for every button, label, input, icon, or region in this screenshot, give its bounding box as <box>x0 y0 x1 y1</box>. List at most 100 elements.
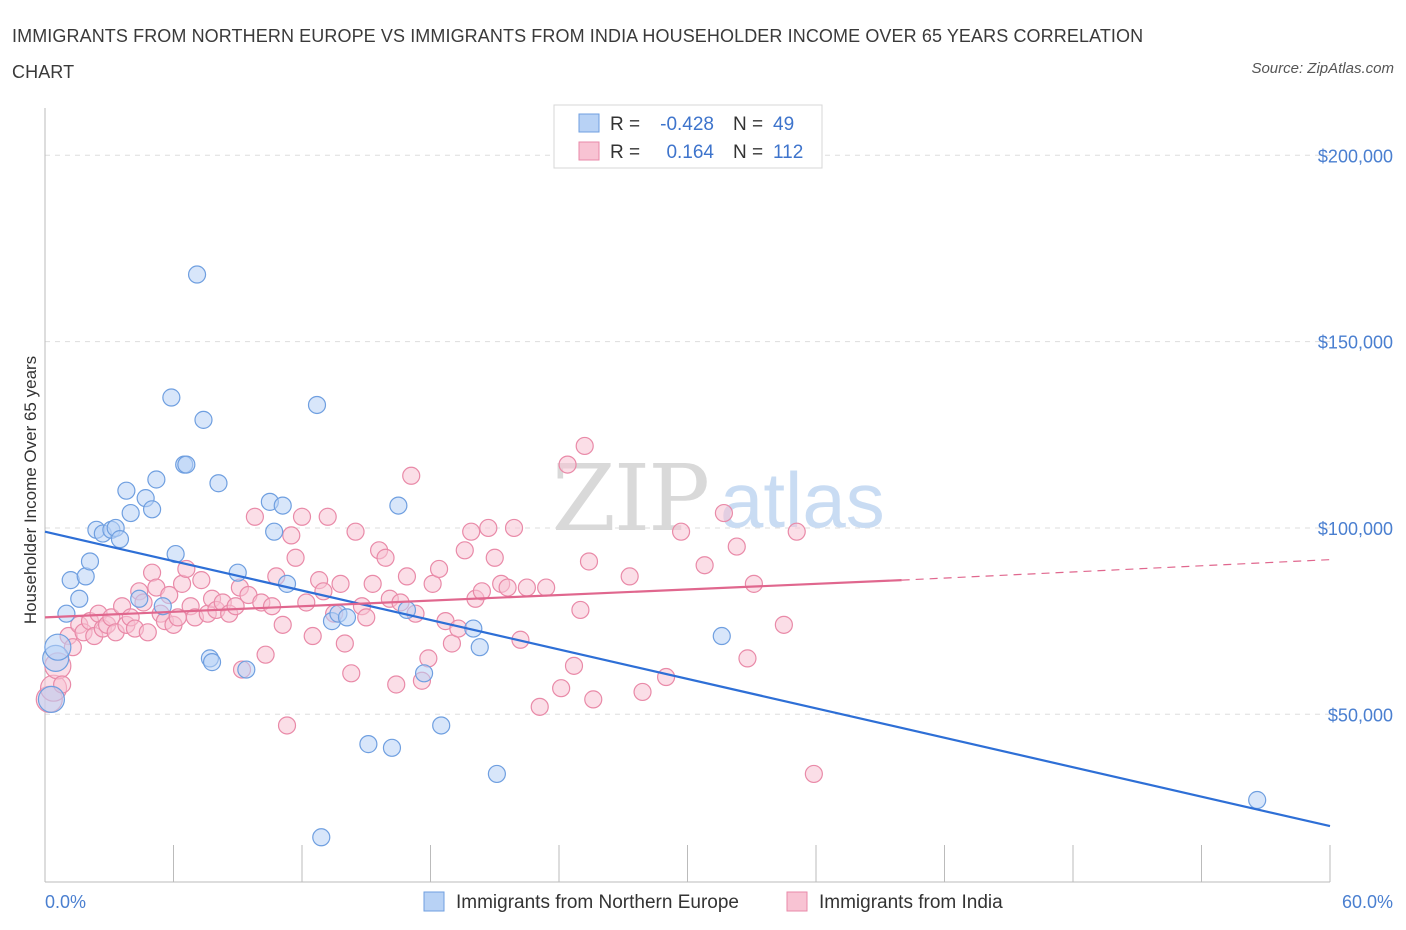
india-point-60 <box>335 634 354 653</box>
gridlines <box>45 154 1330 715</box>
series-northern-europe-points <box>37 265 1267 847</box>
northern-europe-point-27 <box>202 653 222 672</box>
india-point-71 <box>397 567 417 586</box>
y-tick-label-0: $50,000 <box>1328 705 1393 725</box>
northern-europe-point-44 <box>414 664 434 683</box>
bottom-legend: Immigrants from Northern Europe Immigran… <box>423 891 1003 913</box>
india-point-102 <box>633 682 652 702</box>
northern-europe-point-36 <box>312 828 331 847</box>
india-point-86 <box>485 548 504 567</box>
y-tick-label-1: $100,000 <box>1318 519 1393 539</box>
india-point-29 <box>172 574 192 593</box>
legend-n-label-1: N = <box>733 114 763 135</box>
india-point-92 <box>530 697 549 716</box>
india-point-82 <box>462 522 481 541</box>
india-point-104 <box>671 522 691 541</box>
india-point-43 <box>245 507 264 526</box>
northern-europe-point-24 <box>187 265 207 284</box>
northern-europe-point-50 <box>1248 790 1267 810</box>
india-point-106 <box>714 503 734 523</box>
india-point-111 <box>787 522 806 541</box>
india-point-72 <box>402 466 421 485</box>
northern-europe-point-40 <box>359 735 378 754</box>
northern-europe-point-19 <box>153 597 172 616</box>
india-point-88 <box>498 578 517 597</box>
india-point-62 <box>346 522 365 541</box>
india-point-39 <box>226 597 245 616</box>
india-point-112 <box>804 764 823 784</box>
india-point-96 <box>564 656 584 675</box>
northern-europe-point-49 <box>712 626 731 646</box>
india-point-101 <box>620 567 639 586</box>
india-point-100 <box>584 690 603 709</box>
northern-europe-point-14 <box>121 503 140 523</box>
northern-europe-point-6 <box>76 567 95 586</box>
northern-europe-point-7 <box>80 552 100 571</box>
northern-europe-point-33 <box>273 496 292 515</box>
india-point-109 <box>744 574 763 593</box>
y-tick-label-2: $150,000 <box>1318 333 1393 353</box>
bottom-legend-label-blue: Immigrants from Northern Europe <box>456 892 739 913</box>
india-point-65 <box>363 574 382 593</box>
northern-europe-point-23 <box>177 455 196 474</box>
india-point-105 <box>695 556 714 575</box>
india-point-59 <box>331 574 350 593</box>
northern-europe-point-41 <box>382 738 402 757</box>
trend-line-india <box>44 579 902 619</box>
northern-europe-point-32 <box>265 522 284 541</box>
india-point-61 <box>342 664 361 683</box>
bottom-legend-swatch-blue <box>423 891 445 912</box>
legend-r-label-1: R = <box>610 114 640 135</box>
axes <box>44 108 1331 883</box>
india-point-69 <box>387 675 406 694</box>
india-point-64 <box>357 608 376 627</box>
northern-europe-point-34 <box>277 574 297 593</box>
northern-europe-point-15 <box>130 589 149 608</box>
northern-europe-point-3 <box>57 604 76 623</box>
india-point-108 <box>738 649 757 668</box>
y-tick-label-3: $200,000 <box>1318 146 1393 166</box>
legend-swatch-pink <box>578 141 600 161</box>
india-point-85 <box>479 518 498 538</box>
india-point-94 <box>552 679 571 698</box>
india-point-50 <box>282 526 301 545</box>
india-point-81 <box>455 541 474 560</box>
india-point-95 <box>558 455 577 474</box>
northern-europe-point-25 <box>194 410 213 429</box>
x-tick-label-1: 60.0% <box>1342 892 1393 912</box>
northern-europe-point-18 <box>147 470 166 489</box>
india-point-53 <box>297 593 316 612</box>
india-point-75 <box>419 649 438 668</box>
northern-europe-point-0 <box>37 685 66 713</box>
legend-r-value-2: 0.164 <box>666 142 714 163</box>
india-point-33 <box>192 571 211 590</box>
india-point-67 <box>376 548 395 567</box>
chart-title: IMMIGRANTS FROM NORTHERN EUROPE VS IMMIG… <box>12 26 1144 82</box>
northern-europe-point-2 <box>44 633 72 661</box>
northern-europe-point-47 <box>470 638 489 657</box>
trend-line-india-extension <box>901 559 1331 581</box>
northern-europe-point-35 <box>307 395 327 415</box>
india-point-51 <box>286 548 305 567</box>
bottom-legend-swatch-pink <box>786 891 808 912</box>
northern-europe-point-39 <box>337 608 357 627</box>
northern-europe-point-12 <box>110 530 130 549</box>
india-point-89 <box>504 518 524 538</box>
india-point-107 <box>727 537 746 556</box>
northern-europe-point-17 <box>142 500 162 519</box>
legend-n-label-2: N = <box>733 142 763 163</box>
trend-lines <box>44 530 1331 828</box>
y-tick-labels: $50,000 $100,000 $150,000 $200,000 <box>1318 146 1393 725</box>
northern-europe-point-48 <box>487 764 506 784</box>
legend-swatch-blue <box>578 113 600 133</box>
india-point-48 <box>273 615 292 634</box>
northern-europe-point-42 <box>389 496 408 515</box>
india-point-99 <box>579 552 599 571</box>
india-point-93 <box>537 578 556 597</box>
northern-europe-point-29 <box>228 563 247 582</box>
x-tick-label-0: 0.0% <box>45 892 86 912</box>
bottom-legend-label-pink: Immigrants from India <box>819 892 1003 913</box>
northern-europe-point-20 <box>162 388 181 407</box>
india-point-21 <box>138 623 157 642</box>
chart-source: Source: ZipAtlas.com <box>1251 60 1394 77</box>
